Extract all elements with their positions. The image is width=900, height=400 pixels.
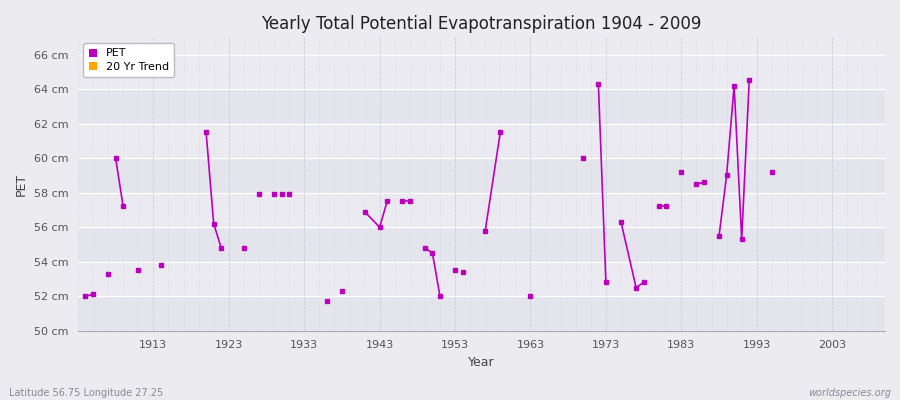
Text: worldspecies.org: worldspecies.org bbox=[808, 388, 891, 398]
Bar bbox=[78, 124, 885, 158]
Legend: PET, 20 Yr Trend: PET, 20 Yr Trend bbox=[84, 43, 175, 77]
Bar bbox=[78, 89, 885, 124]
Bar bbox=[78, 54, 885, 89]
Title: Yearly Total Potential Evapotranspiration 1904 - 2009: Yearly Total Potential Evapotranspiratio… bbox=[261, 15, 702, 33]
Y-axis label: PET: PET bbox=[15, 172, 28, 196]
Bar bbox=[78, 262, 885, 296]
Bar bbox=[78, 227, 885, 262]
Bar bbox=[78, 158, 885, 193]
Bar bbox=[78, 193, 885, 227]
Bar bbox=[78, 296, 885, 331]
Text: Latitude 56.75 Longitude 27.25: Latitude 56.75 Longitude 27.25 bbox=[9, 388, 163, 398]
X-axis label: Year: Year bbox=[468, 356, 495, 369]
